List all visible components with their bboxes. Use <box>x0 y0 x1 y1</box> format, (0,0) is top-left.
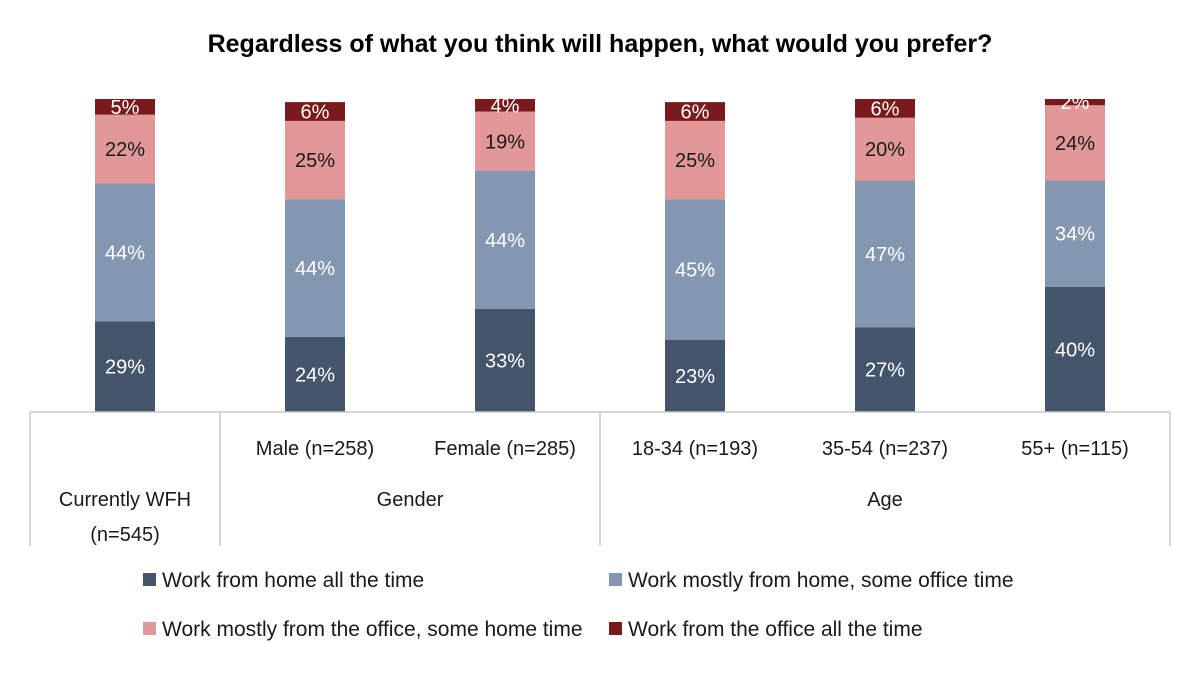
bar-stack-18-34-n-193: 23% 45% 25% 6% <box>665 102 725 412</box>
data-label: 2% <box>1061 92 1090 114</box>
data-label: 44% <box>105 242 145 264</box>
bar-stack-male-n-258: 24% 44% 25% 6% <box>285 102 345 412</box>
legend-swatch <box>609 622 622 635</box>
data-label: 25% <box>295 150 335 172</box>
data-label: 25% <box>675 150 715 172</box>
category-axis: Currently WFH (n=545) Male (n=258) Female (… <box>29 411 1171 546</box>
bar-segment <box>285 199 345 337</box>
bar-stack-female-n-285: 33% 44% 19% 4% <box>475 95 535 412</box>
legend-swatch <box>143 622 156 635</box>
bar-segment <box>475 170 535 309</box>
data-label: 29% <box>105 357 145 379</box>
category-label: 55+ (n=115) <box>1021 438 1129 460</box>
category-label: Currently WFH <box>59 489 191 511</box>
legend-label: Work mostly from home, some office time <box>628 569 1014 592</box>
bar-segment <box>475 308 535 412</box>
chart-title: Regardless of what you think will happen… <box>208 30 993 58</box>
legend-label: Work from the office all the time <box>628 618 923 641</box>
bar-segment <box>95 99 155 115</box>
bar-segment <box>475 99 535 112</box>
group-label: Age <box>867 489 903 511</box>
group-label: Gender <box>377 489 444 511</box>
bar-segment <box>855 117 915 181</box>
data-label: 6% <box>301 102 330 124</box>
bar-segment <box>1045 99 1105 106</box>
data-label: 34% <box>1055 224 1095 246</box>
data-label: 24% <box>295 364 335 386</box>
bar-segment <box>855 180 915 328</box>
data-label: 47% <box>865 244 905 266</box>
data-label: 5% <box>111 97 140 119</box>
data-label: 27% <box>865 360 905 382</box>
category-label: Male (n=258) <box>256 438 374 460</box>
bar-segment <box>665 102 725 121</box>
bars-layer: 29%44%22%5%24%44%25%6%33%44%19%4%23%45%2… <box>95 92 1105 412</box>
data-label: 19% <box>485 131 525 153</box>
bar-segment <box>1045 105 1105 181</box>
bar-segment <box>475 111 535 171</box>
bar-segment <box>95 321 155 412</box>
bar-segment <box>1045 286 1105 412</box>
bar-stack-currently-wfh-n-545: 29% 44% 22% 5% <box>95 97 155 412</box>
legend-item: Work mostly from home, some office time <box>609 569 1014 592</box>
legend-item: Work mostly from the office, some home t… <box>143 618 583 641</box>
legend-swatch <box>143 573 156 586</box>
bar-segment <box>95 114 155 184</box>
data-label: 6% <box>681 102 710 124</box>
legend-label: Work from home all the time <box>162 569 424 592</box>
data-label: 40% <box>1055 339 1095 361</box>
bar-segment <box>665 340 725 412</box>
bar-segment <box>855 99 915 118</box>
bar-segment <box>665 120 725 200</box>
bar-segment <box>1045 180 1105 287</box>
data-label: 44% <box>295 258 335 280</box>
bar-segment <box>285 336 345 412</box>
legend-swatch <box>609 573 622 586</box>
data-label: 4% <box>491 95 520 117</box>
bar-segment <box>95 183 155 322</box>
data-label: 6% <box>871 98 900 120</box>
category-label: 35-54 (n=237) <box>822 438 948 460</box>
category-label: (n=545) <box>90 524 160 546</box>
legend-item: Work from the office all the time <box>609 618 923 641</box>
bar-segment <box>285 120 345 200</box>
category-label: 18-34 (n=193) <box>632 438 758 460</box>
category-label: Female (n=285) <box>434 438 576 460</box>
data-label: 44% <box>485 230 525 252</box>
data-label: 24% <box>1055 133 1095 155</box>
data-label: 45% <box>675 260 715 282</box>
bar-segment <box>285 102 345 121</box>
legend-label: Work mostly from the office, some home t… <box>162 618 583 641</box>
bar-stack-55-n-115: 40% 34% 24% 2% <box>1045 92 1105 412</box>
data-label: 22% <box>105 139 145 161</box>
data-label: 33% <box>485 350 525 372</box>
data-label: 20% <box>865 139 905 161</box>
legend: Work from home all the time Work mostly f… <box>143 569 1014 641</box>
legend-item: Work from home all the time <box>143 569 424 592</box>
data-label: 23% <box>675 366 715 388</box>
bar-segment <box>855 327 915 412</box>
bar-segment <box>665 199 725 341</box>
bar-stack-35-54-n-237: 27% 47% 20% 6% <box>855 98 915 412</box>
